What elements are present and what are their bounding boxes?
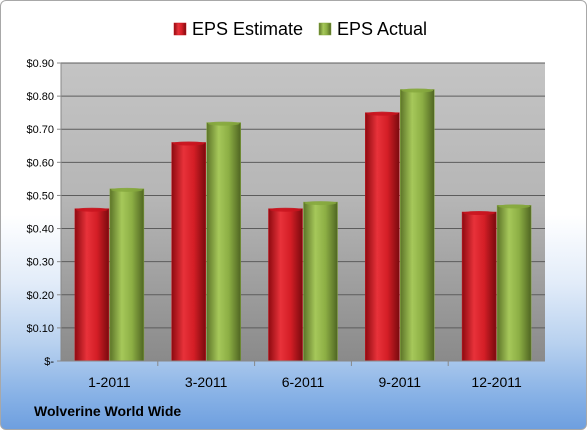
bar-estimate-9-2011 xyxy=(365,112,400,362)
bar-estimate-6-2011 xyxy=(268,208,303,362)
company-name: Wolverine World Wide xyxy=(34,403,182,419)
bar-top-highlight xyxy=(207,121,240,126)
y-tick-label: $0.60 xyxy=(26,157,54,169)
y-tick-label: $0.50 xyxy=(26,190,54,202)
bar-top-highlight xyxy=(304,201,337,206)
bar-top-highlight xyxy=(366,111,399,116)
bar-estimate-12-2011 xyxy=(461,211,497,362)
bar-top-highlight xyxy=(401,88,434,93)
bar-top-highlight xyxy=(269,207,302,212)
legend-swatch-estimate xyxy=(173,22,187,36)
y-tick-label: $0.90 xyxy=(26,58,54,70)
y-tick-label: $0.70 xyxy=(26,124,54,136)
x-category-label: 1-2011 xyxy=(88,374,131,390)
x-axis: 1-2011 3-2011 6-2011 9-2011 12-2011 xyxy=(61,360,545,390)
y-tick-label: $0.80 xyxy=(26,91,54,103)
bar-top-highlight xyxy=(110,187,143,192)
y-tick-label: $- xyxy=(44,356,54,368)
bars xyxy=(74,88,532,362)
y-tick-label: $0.30 xyxy=(26,257,54,269)
legend-label-estimate: EPS Estimate xyxy=(192,19,303,39)
legend: EPS Estimate EPS Actual xyxy=(173,19,427,39)
x-category-label: 6-2011 xyxy=(282,374,325,390)
bar-actual-6-2011 xyxy=(303,201,338,362)
x-category-label: 12-2011 xyxy=(471,374,522,390)
x-category-label: 9-2011 xyxy=(379,374,422,390)
y-tick-label: $0.10 xyxy=(26,323,54,335)
bar-actual-12-2011 xyxy=(496,205,532,362)
bar-top-highlight xyxy=(498,204,531,209)
y-axis: $0.90 $0.80 $0.70 $0.60 $0.50 $0.40 $0.30 $0.20… xyxy=(26,58,62,368)
bar-actual-9-2011 xyxy=(400,89,435,362)
bar-actual-3-2011 xyxy=(206,122,241,362)
bar-top-highlight xyxy=(75,207,108,212)
bar-estimate-1-2011 xyxy=(74,208,110,362)
bar-estimate-3-2011 xyxy=(171,142,206,362)
bar-top-highlight xyxy=(463,211,496,215)
legend-label-actual: EPS Actual xyxy=(337,19,427,39)
legend-swatch-actual xyxy=(318,22,332,36)
x-category-label: 3-2011 xyxy=(185,374,228,390)
bar-top-highlight xyxy=(172,141,205,146)
bar-actual-1-2011 xyxy=(109,188,145,362)
y-tick-label: $0.20 xyxy=(26,290,54,302)
y-tick-label: $0.40 xyxy=(26,224,54,236)
